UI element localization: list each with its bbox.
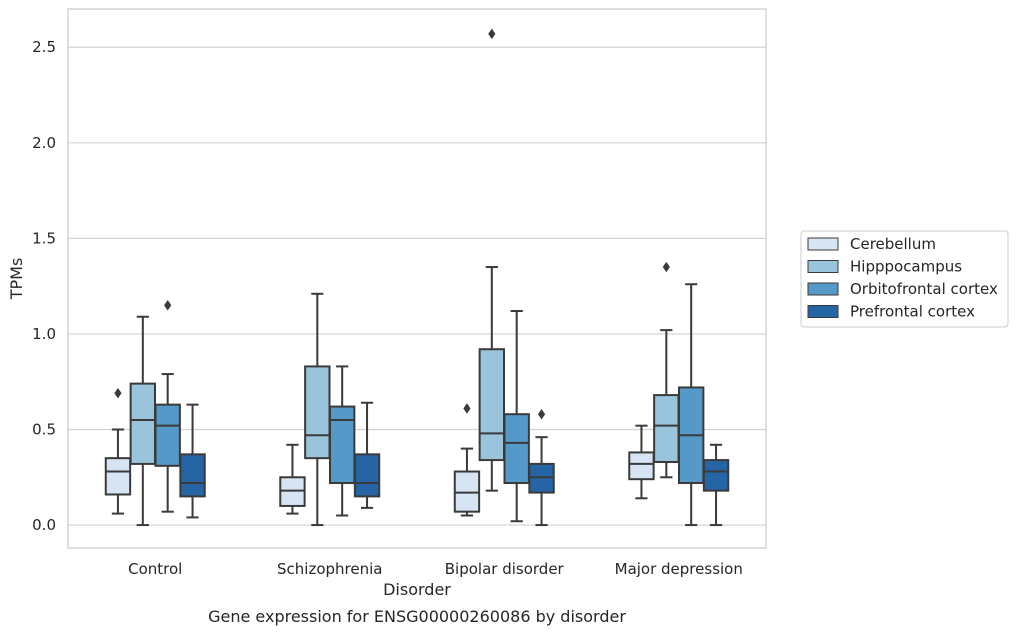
box-hipppocampus-major-depression <box>653 261 680 479</box>
box-cerebellum-major-depression <box>628 424 655 500</box>
legend-label: Cerebellum <box>850 235 936 253</box>
legend: Cerebellum Hipppocampus Orbitofrontal cort… <box>800 230 1009 328</box>
y-tick-labels: 0.0 0.5 1.0 1.5 2.0 2.5 <box>32 38 56 534</box>
box-cerebellum-control <box>104 387 132 515</box>
y-axis-title: TPMs <box>7 258 26 301</box>
box-hipppocampus-control <box>129 315 157 527</box>
y-tick-label: 0.5 <box>32 420 56 438</box>
legend-swatch <box>807 260 839 273</box>
legend-label: Orbitofrontal cortex <box>850 280 998 298</box>
outlier-point <box>463 403 471 414</box>
legend-swatch <box>807 237 839 251</box>
x-tick-label-schizophrenia: Schizophrenia <box>277 560 382 578</box>
legend-swatch <box>807 305 839 318</box>
box-orbitofrontal-cortex-schizophrenia <box>328 365 356 517</box>
plot-frame <box>67 8 767 549</box>
box-iqr <box>179 453 206 498</box>
legend-item-hipppocampus: Hipppocampus <box>807 258 962 276</box>
x-tick-label-bipolar-disorder: Bipolar disorder <box>445 560 565 578</box>
x-tick-label-control: Control <box>128 560 182 578</box>
chart-title: Gene expression for ENSG00000260086 by d… <box>208 607 626 626</box>
legend-label: Hipppocampus <box>850 258 962 276</box>
y-tick-label: 2.0 <box>32 134 56 152</box>
box-cerebellum-bipolar-disorder <box>453 403 481 517</box>
outlier-point <box>537 409 546 420</box>
legend-frame <box>800 230 1009 328</box>
box-iqr <box>478 348 506 462</box>
box-orbitofrontal-cortex-control <box>154 300 181 513</box>
box-prefrontal-cortex-control <box>179 403 206 519</box>
outlier-point <box>662 261 670 273</box>
y-tick-label: 1.5 <box>32 229 56 247</box>
box-hipppocampus-bipolar-disorder <box>478 28 506 492</box>
box-iqr <box>503 413 530 485</box>
x-axis-title: Disorder <box>383 580 451 599</box>
box-groups <box>104 28 730 527</box>
box-orbitofrontal-cortex-major-depression <box>677 283 705 527</box>
series-cerebellum <box>104 387 655 517</box>
box-iqr <box>129 382 157 465</box>
box-iqr <box>328 405 356 485</box>
box-iqr <box>154 403 181 467</box>
box-iqr <box>304 365 331 460</box>
legend-item-prefrontal-cortex: Prefrontal cortex <box>807 303 975 321</box>
box-hipppocampus-schizophrenia <box>304 292 331 527</box>
series-hipppocampus <box>129 28 680 527</box>
box-iqr <box>653 394 680 463</box>
y-tick-label: 1.0 <box>32 325 56 343</box>
legend-item-cerebellum: Cerebellum <box>807 235 936 253</box>
box-iqr <box>104 457 132 496</box>
y-tick-label: 0.0 <box>32 516 56 534</box>
box-iqr <box>702 459 730 492</box>
outlier-point <box>114 387 122 399</box>
x-tick-label-major-depression: Major depression <box>615 560 743 578</box>
series-prefrontal-cortex <box>179 401 730 527</box>
box-cerebellum-schizophrenia <box>279 443 306 515</box>
box-prefrontal-cortex-major-depression <box>702 443 730 527</box>
legend-item-orbitofrontal-cortex: Orbitofrontal cortex <box>807 280 998 298</box>
box-prefrontal-cortex-schizophrenia <box>353 401 381 509</box>
box-iqr <box>628 451 655 481</box>
series-orbitofrontal-cortex <box>154 283 705 527</box>
legend-swatch <box>807 282 839 296</box>
box-iqr <box>353 453 381 498</box>
legend-items: Cerebellum Hipppocampus Orbitofrontal cort… <box>807 235 998 321</box>
x-tick-labels: Control Schizophrenia Bipolar disorder Majo… <box>128 560 743 578</box>
box-orbitofrontal-cortex-bipolar-disorder <box>503 309 530 523</box>
outlier-point <box>164 300 172 311</box>
y-tick-label: 2.5 <box>32 38 56 56</box>
box-prefrontal-cortex-bipolar-disorder <box>528 409 555 527</box>
gridlines <box>68 46 766 526</box>
legend-label: Prefrontal cortex <box>850 303 975 321</box>
outlier-point <box>488 28 496 40</box>
